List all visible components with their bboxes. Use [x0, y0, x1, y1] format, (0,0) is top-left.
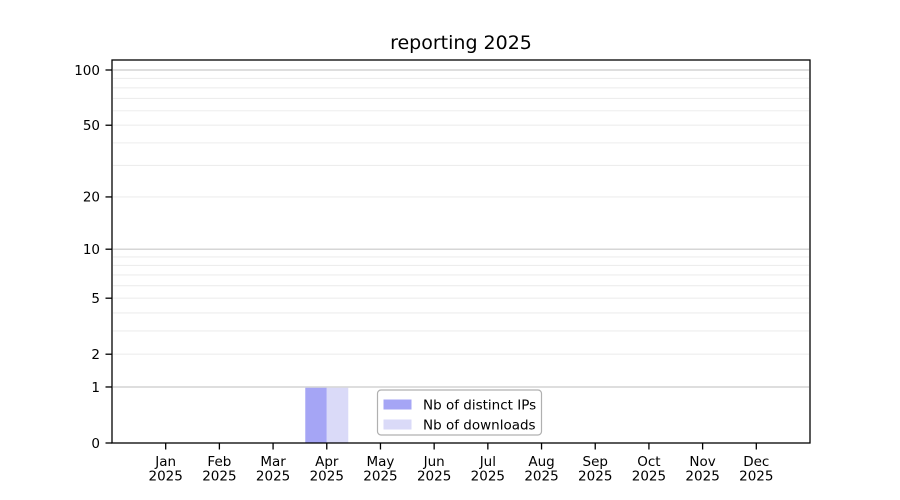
plot-border [111, 59, 811, 444]
x-tick-label-month: Nov [689, 454, 715, 470]
x-tick-label-year: 2025 [685, 469, 719, 485]
x-tick-label-month: Dec [743, 454, 769, 470]
x-tick-label-year: 2025 [417, 469, 451, 485]
legend-label-1: Nb of downloads [423, 418, 536, 434]
legend-box [376, 389, 543, 436]
legend-label-0: Nb of distinct IPs [423, 398, 536, 414]
y-tick-label: 10 [83, 242, 100, 258]
x-tick-label-month: Jul [479, 454, 496, 470]
x-tick-label-month: Mar [260, 454, 286, 470]
x-tick-label-year: 2025 [256, 469, 290, 485]
y-tick-label: 20 [83, 190, 100, 206]
x-tick-label-month: Feb [207, 454, 231, 470]
y-tick-label: 5 [91, 291, 100, 307]
y-tick-label: 0 [91, 436, 100, 452]
x-tick-label-year: 2025 [363, 469, 397, 485]
y-tick-label: 2 [91, 347, 100, 363]
x-tick-label-month: Jan [154, 454, 176, 470]
x-tick-label-year: 2025 [471, 469, 505, 485]
legend-swatch-0 [383, 399, 412, 410]
y-tick-label: 1 [91, 380, 100, 396]
legend-swatch-1 [383, 419, 412, 430]
x-tick-label-month: Sep [583, 454, 608, 470]
x-tick-label-month: May [367, 454, 395, 470]
x-tick-label-year: 2025 [632, 469, 666, 485]
x-tick-label-year: 2025 [202, 469, 236, 485]
x-tick-label-year: 2025 [739, 469, 773, 485]
bar-series-0 [305, 387, 327, 443]
x-tick-label-year: 2025 [310, 469, 344, 485]
x-tick-label-month: Aug [528, 454, 554, 470]
y-tick-label: 50 [83, 118, 100, 134]
x-tick-label-year: 2025 [524, 469, 558, 485]
x-tick-label-year: 2025 [149, 469, 183, 485]
x-tick-label-month: Jun [423, 454, 445, 470]
chart-title: reporting 2025 [390, 32, 532, 54]
bar-series-1 [326, 387, 349, 443]
x-tick-label-month: Oct [637, 454, 660, 470]
x-tick-label-year: 2025 [578, 469, 612, 485]
x-tick-label-month: Apr [315, 454, 339, 470]
y-tick-label: 100 [74, 63, 100, 79]
